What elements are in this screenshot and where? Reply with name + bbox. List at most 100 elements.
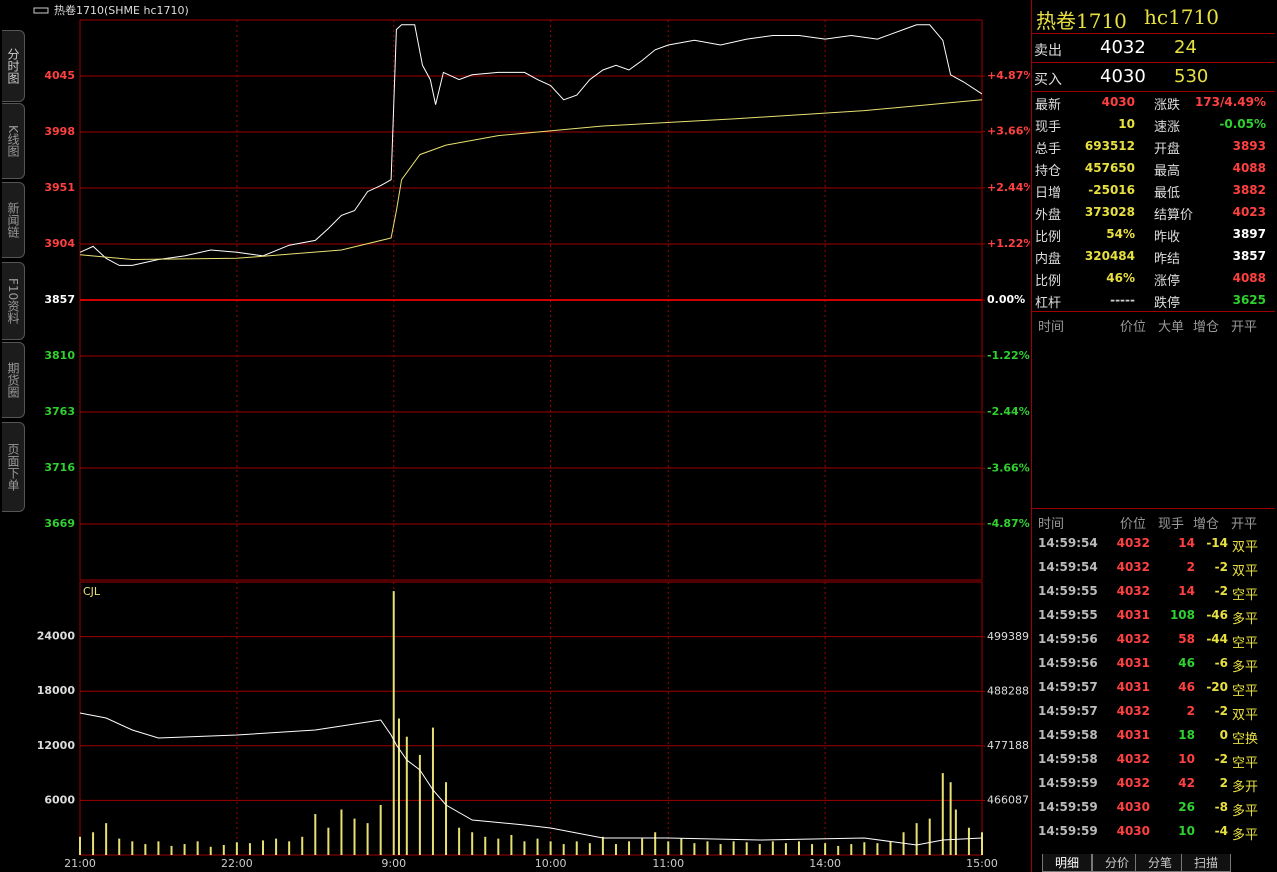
- volume-bar: [654, 832, 657, 855]
- y2-tick-label: +4.87%: [987, 69, 1030, 82]
- volume-bar: [431, 727, 434, 855]
- stat-label: 昨收: [1154, 230, 1181, 245]
- y-tick-label: 3810: [44, 349, 75, 362]
- stat-label: 跌停: [1154, 296, 1181, 311]
- trade-time: 14:59:54: [1038, 536, 1098, 550]
- trade-time: 14:59:56: [1038, 656, 1098, 670]
- side-tab[interactable]: 页面下单: [2, 422, 25, 512]
- volume-bar: [536, 838, 539, 855]
- volume-bar: [667, 841, 670, 855]
- trade-volume: 108: [1169, 608, 1195, 622]
- x-tick-label: 15:00: [966, 857, 998, 870]
- y-tick-label: 3669: [44, 517, 75, 530]
- side-tab[interactable]: F10资料: [2, 262, 25, 340]
- volume-bar: [523, 841, 526, 855]
- table-header: 时间: [1038, 320, 1065, 335]
- trade-type: 双平: [1232, 708, 1259, 723]
- y-tick-label: 3763: [44, 405, 75, 418]
- trade-price: 4032: [1116, 632, 1150, 646]
- stat-label: 外盘: [1035, 208, 1062, 223]
- stat-label: 日增: [1035, 186, 1062, 201]
- book-qty: 24: [1174, 37, 1197, 58]
- stat-value: 457650: [1084, 161, 1135, 175]
- divider: [1031, 311, 1275, 312]
- volume-bar: [209, 846, 212, 855]
- trade-price: 4031: [1116, 608, 1150, 622]
- volume-bar: [601, 836, 604, 855]
- stat-value: 3857: [1232, 249, 1266, 263]
- side-tab[interactable]: K线图: [2, 103, 25, 179]
- bottom-tab[interactable]: 分笔: [1135, 854, 1185, 872]
- series-line: [79, 24, 983, 266]
- trade-volume: 46: [1178, 656, 1195, 670]
- trade-type: 双平: [1232, 540, 1259, 555]
- volume-bar: [510, 834, 513, 855]
- stat-value: -----: [1110, 293, 1135, 307]
- stat-value: -25016: [1088, 183, 1135, 197]
- volume-bar: [811, 844, 814, 855]
- volume-bar: [732, 841, 735, 855]
- volume-bar: [889, 841, 892, 855]
- volume-bar: [863, 842, 866, 855]
- volume-bar: [340, 809, 343, 855]
- trade-type: 多平: [1232, 828, 1259, 843]
- table-header: 现手: [1158, 517, 1185, 532]
- stat-label: 总手: [1035, 142, 1062, 157]
- y-tick-label: 4045: [44, 69, 75, 82]
- trade-type: 空平: [1232, 756, 1259, 771]
- volume-bar: [327, 827, 330, 855]
- quote-panel: 热卷1710 hc1710 卖出 4032 24 买入 4030 530 最新 4030 涨跌 173…: [1031, 0, 1277, 872]
- side-tab[interactable]: 分时图: [2, 30, 25, 102]
- instrument-name: 热卷1710: [1036, 9, 1127, 33]
- series-line: [79, 712, 983, 846]
- bottom-tab[interactable]: 扫描: [1181, 854, 1231, 872]
- divider: [1031, 508, 1275, 509]
- book-price: 4030: [1100, 66, 1146, 87]
- trade-type: 空平: [1232, 684, 1259, 699]
- chart: 3669 3716 3763 3810 3857 3904 3951 3998 4045 -4.8…: [33, 3, 1030, 870]
- bottom-tab[interactable]: 明细: [1042, 854, 1092, 872]
- y-tick-label: 3951: [44, 181, 75, 194]
- volume-bar: [588, 843, 591, 855]
- trade-price: 4030: [1116, 824, 1150, 838]
- divider: [1031, 62, 1275, 63]
- table-header: 时间: [1038, 517, 1065, 532]
- volume-bar: [928, 818, 931, 855]
- trade-time: 14:59:56: [1038, 632, 1098, 646]
- volume-bar: [288, 841, 291, 855]
- table-header: 开平: [1231, 320, 1258, 335]
- trade-price: 4031: [1116, 728, 1150, 742]
- y2-tick-label: -1.22%: [987, 349, 1030, 362]
- trade-time: 14:59:59: [1038, 800, 1098, 814]
- trade-time: 14:59:57: [1038, 680, 1098, 694]
- stat-label: 现手: [1035, 120, 1062, 135]
- volume-bar: [797, 841, 800, 855]
- volume-bar: [262, 840, 265, 855]
- table-header: 增仓: [1193, 320, 1220, 335]
- volume-bar: [641, 838, 644, 855]
- stat-value: 3625: [1232, 293, 1266, 307]
- y-tick-label: 12000: [37, 739, 76, 752]
- volume-bar: [562, 844, 565, 855]
- volume-bar: [275, 838, 278, 855]
- trade-oi: -2: [1214, 752, 1228, 766]
- trade-volume: 58: [1178, 632, 1195, 646]
- trade-time: 14:59:57: [1038, 704, 1098, 718]
- y-tick-label: 3857: [44, 293, 75, 306]
- y2-tick-label: 488288: [987, 684, 1029, 697]
- volume-bar: [850, 844, 853, 855]
- stat-value: 173/4.49%: [1194, 95, 1266, 109]
- x-tick-label: 11:00: [652, 857, 684, 870]
- chart-title: 热卷1710(SHME hc1710): [54, 3, 189, 17]
- volume-bar: [680, 838, 683, 855]
- y2-tick-label: 477188: [987, 739, 1029, 752]
- side-tab[interactable]: 期货圈: [2, 342, 25, 418]
- stat-value: 4023: [1232, 205, 1266, 219]
- volume-bar: [706, 841, 709, 855]
- volume-bar: [981, 832, 983, 855]
- side-tab[interactable]: 新闻链: [2, 182, 25, 258]
- trade-volume: 46: [1178, 680, 1195, 694]
- y2-tick-label: -4.87%: [987, 517, 1030, 530]
- trade-oi: 2: [1219, 776, 1228, 790]
- trade-volume: 42: [1178, 776, 1195, 790]
